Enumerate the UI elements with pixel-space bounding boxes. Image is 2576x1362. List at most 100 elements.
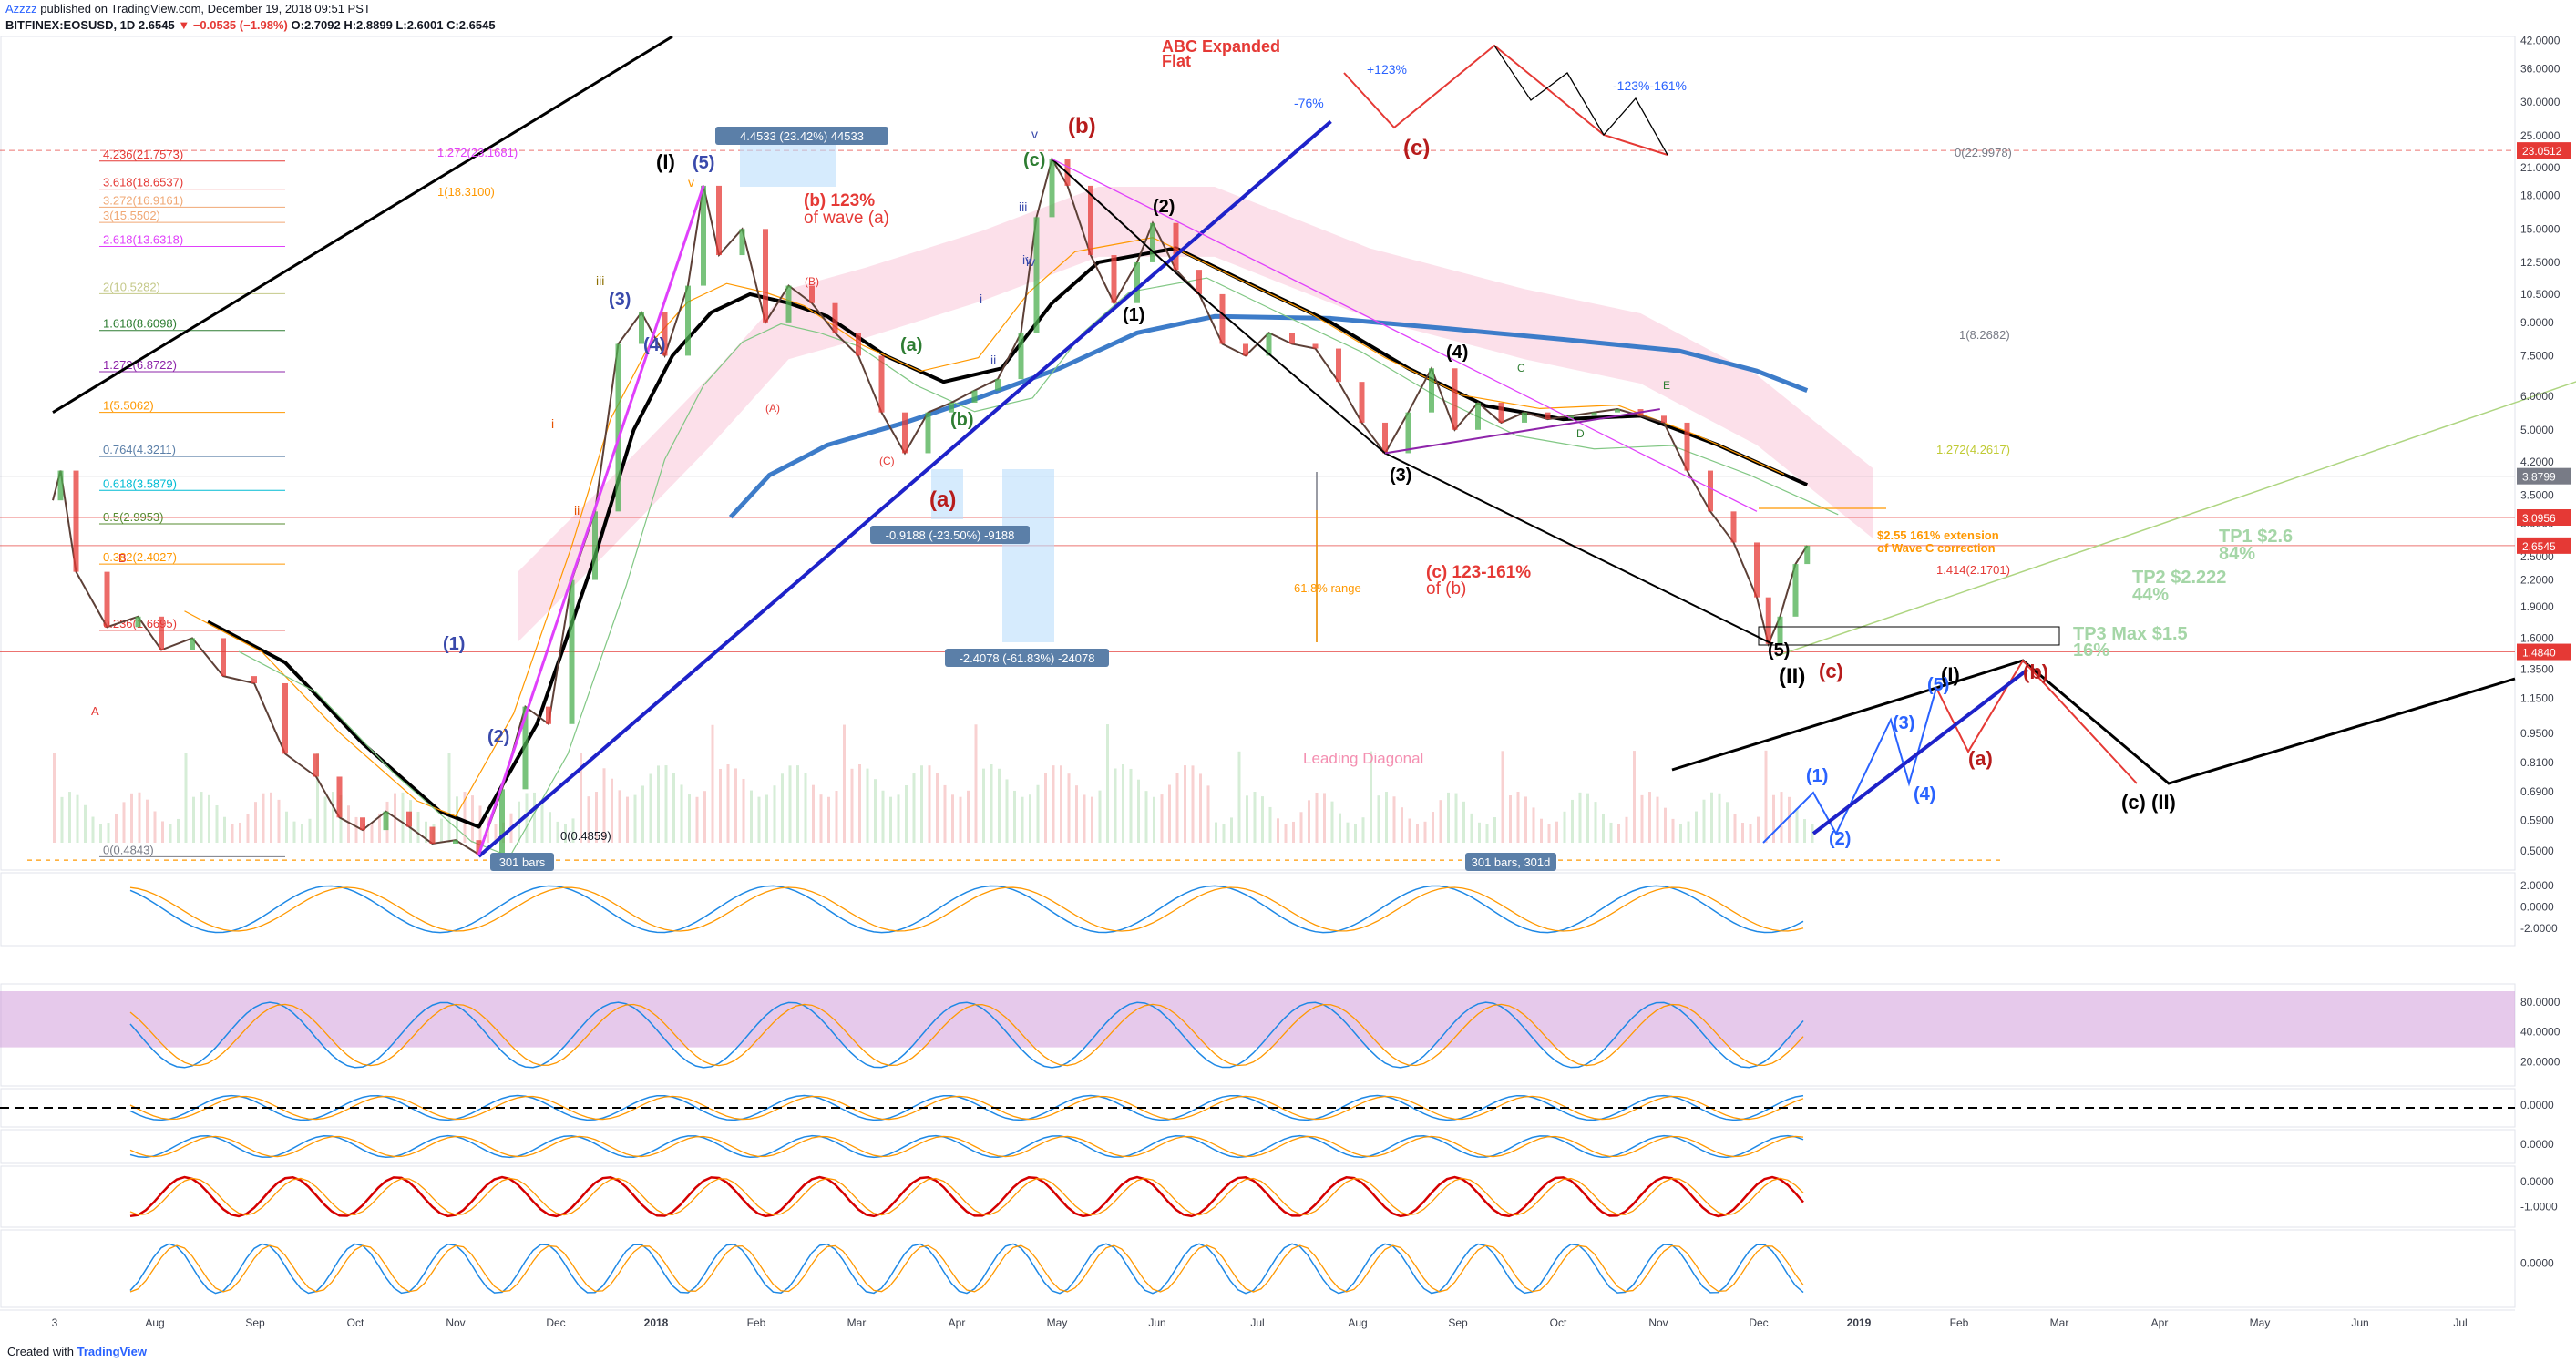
osc-tick-label: 0.0000 xyxy=(2520,1138,2554,1151)
oscillator-signal-line xyxy=(129,1003,1804,1067)
oscillator-line xyxy=(129,885,1804,934)
price-tick-label: 6.0000 xyxy=(2520,390,2554,403)
created-with-text: Created with xyxy=(7,1345,74,1358)
volume-bar xyxy=(881,790,885,843)
volume-bar xyxy=(1454,793,1458,843)
volume-bar xyxy=(757,796,761,843)
candle xyxy=(104,571,110,628)
oscillator-pane-osc6: 0.0000 xyxy=(0,1229,2554,1308)
volume-bar xyxy=(1215,822,1217,843)
wave-label: (3) xyxy=(1893,713,1914,733)
wave-label: (2) xyxy=(487,727,509,747)
wave-label: (1) xyxy=(1123,305,1144,325)
wave-label: D xyxy=(1576,427,1585,440)
volume-bar xyxy=(1656,796,1659,843)
wave-label: (3) xyxy=(609,290,631,310)
wave-label: (I) xyxy=(656,150,675,173)
price-tag xyxy=(2517,467,2571,485)
price-tick-label: 0.9500 xyxy=(2520,727,2554,740)
blue-moving-average xyxy=(728,313,1809,519)
volume-bar xyxy=(1199,773,1202,843)
volume-bar xyxy=(1361,817,1365,843)
candle xyxy=(592,511,598,580)
candle xyxy=(1429,368,1434,413)
wave-label: (II) xyxy=(1779,664,1805,689)
candle xyxy=(1792,564,1799,617)
volume-bar xyxy=(959,796,962,843)
wave-label: (2) xyxy=(1829,829,1851,849)
lower-trendline xyxy=(477,119,1332,858)
wave-label: (A) xyxy=(765,402,780,415)
candle xyxy=(1359,382,1365,423)
volume-bar xyxy=(1354,824,1357,843)
wave-label: (b) xyxy=(950,410,974,430)
price-tick-label: 30.0000 xyxy=(2520,96,2561,108)
candle xyxy=(716,185,722,256)
price-tag xyxy=(2517,537,2571,554)
fib-label: 0.382(2.4027) xyxy=(103,550,177,564)
price-tick-label: 1.3500 xyxy=(2520,663,2554,676)
volume-bar xyxy=(354,816,358,843)
author-name[interactable]: Azzzz xyxy=(5,2,37,15)
volume-bar xyxy=(1772,794,1775,843)
volume-bar xyxy=(866,768,869,843)
candle xyxy=(1475,403,1481,430)
wave-label: iv xyxy=(1022,252,1031,267)
candle xyxy=(1591,412,1597,416)
header-symbol-line: BITFINEX:EOSUSD, 1D 2.6545 ▼ −0.0535 (−1… xyxy=(5,18,496,32)
oscillator-signal-line xyxy=(129,1177,1804,1216)
annotation-text: TP3 Max $1.5 xyxy=(2073,624,2188,644)
candle xyxy=(1018,333,1024,380)
volume-bar xyxy=(1330,801,1334,843)
volume-bar xyxy=(1602,814,1605,843)
fib-label: 0.5(2.9953) xyxy=(103,510,164,524)
volume-bar xyxy=(1106,724,1109,843)
volume-bar xyxy=(649,773,652,843)
oscillator-line xyxy=(129,1134,1804,1159)
volume-bar xyxy=(177,818,180,843)
wave-label: (c) xyxy=(1403,136,1430,160)
price-tag-text: 3.0956 xyxy=(2522,512,2556,525)
candle xyxy=(336,776,343,818)
volume-bar xyxy=(1129,768,1133,843)
volume-bar xyxy=(270,792,272,843)
tradingview-logo[interactable]: TradingView xyxy=(77,1345,147,1358)
impulse-line xyxy=(477,185,705,855)
candle xyxy=(1684,422,1690,471)
price-tick-label: 42.0000 xyxy=(2520,35,2561,47)
volume-bar xyxy=(1540,818,1543,843)
annotation-text: 1(8.2682) xyxy=(1959,328,2010,342)
volume-bar xyxy=(967,790,970,843)
measure-box-text: -0.9188 (-23.50%) -9188 xyxy=(886,528,1015,542)
volume-bar xyxy=(1532,807,1535,843)
volume-bar xyxy=(1308,800,1310,843)
volume-bar xyxy=(1122,764,1124,843)
annotation-text: 16% xyxy=(2073,640,2109,661)
volume-bar xyxy=(843,724,846,843)
measure-box xyxy=(870,526,1030,544)
volume-bar xyxy=(1075,785,1078,843)
volume-bar xyxy=(1764,750,1768,843)
candle xyxy=(546,706,551,724)
wave-label: (c) xyxy=(1023,150,1045,170)
annotation-text: 84% xyxy=(2219,544,2255,564)
volume-bar xyxy=(1377,795,1380,843)
price-tick-label: 12.5000 xyxy=(2520,256,2561,269)
volume-bar xyxy=(1005,779,1009,843)
annotation-text: Flat xyxy=(1162,52,1191,70)
oscillator-line xyxy=(129,1243,1804,1295)
measure-box xyxy=(1465,853,1556,871)
volume-bar xyxy=(447,753,451,843)
oscillator-pane-stoch: 80.0000 40.0000 20.0000 xyxy=(0,983,2561,1087)
volume-bar xyxy=(773,785,776,843)
volume-bar xyxy=(657,765,660,843)
volume-bar xyxy=(1702,799,1706,843)
time-tick-label: Jun xyxy=(1148,1316,1165,1329)
volume-bar xyxy=(1013,790,1016,843)
wave-label: ii xyxy=(574,503,580,517)
volume-bar xyxy=(680,784,683,843)
volume-bar xyxy=(277,799,281,843)
price-tick-label: 0.5900 xyxy=(2520,814,2554,827)
wave-label: (4) xyxy=(1914,784,1935,804)
